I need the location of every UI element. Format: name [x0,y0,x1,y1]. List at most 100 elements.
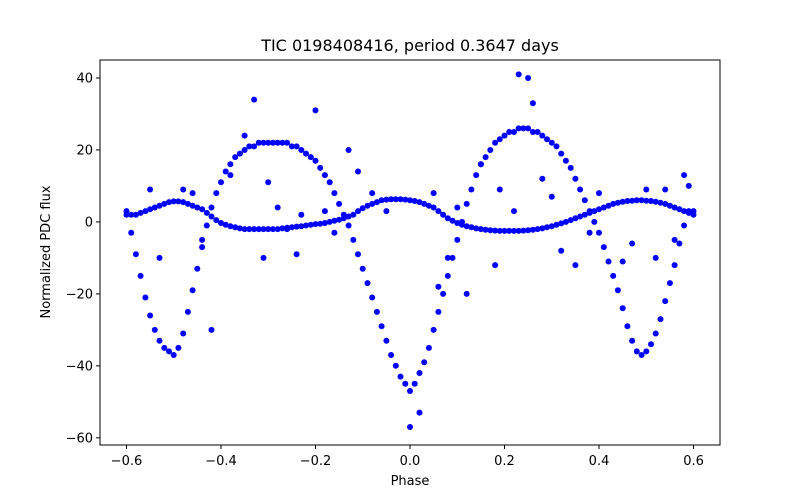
data-point [454,236,461,243]
data-point [435,308,442,315]
data-point [440,290,447,297]
data-point [496,136,503,143]
data-point [430,204,437,211]
data-point [236,150,243,157]
data-point [648,198,654,204]
data-point [184,200,191,207]
data-point [558,247,565,254]
data-point [619,198,626,205]
data-point [605,258,612,265]
data-point [676,240,683,247]
data-point [685,182,692,189]
data-point [194,265,201,272]
data-point [425,344,432,351]
data-point [340,215,347,222]
data-point [156,337,163,344]
data-point [638,197,645,204]
data-point [194,204,201,211]
data-point [596,190,602,197]
data-point [383,196,390,203]
data-point [629,240,636,247]
data-point [388,196,395,203]
data-point [359,265,366,272]
data-point [128,211,135,218]
data-point [567,164,574,171]
data-point [548,193,555,200]
data-point [681,222,688,229]
data-point [662,298,669,305]
data-point [345,213,352,220]
data-point [581,211,588,218]
data-point [402,380,409,387]
data-point [255,226,262,233]
data-point [189,202,196,209]
x-tick-label: 0.2 [494,454,515,469]
data-point [227,161,234,168]
data-point [326,218,333,225]
data-point [218,220,224,226]
series-3 [147,71,692,430]
data-point [577,186,584,193]
data-point [435,283,442,290]
data-point [132,211,139,218]
data-point [265,179,272,186]
data-point [378,197,385,204]
data-point [515,227,522,234]
data-point [525,75,532,81]
data-point [477,161,484,168]
data-point [421,359,428,366]
data-point [279,225,286,232]
data-point [463,290,470,297]
data-point [411,380,418,387]
data-point [303,150,309,157]
data-point [525,227,532,234]
data-point [397,196,404,203]
data-point [373,308,380,315]
data-point [373,199,380,206]
data-point [355,208,361,215]
data-point [241,132,248,139]
data-point [407,424,413,430]
data-point [274,226,281,233]
data-point [355,168,361,175]
data-point [180,186,187,193]
data-point [189,287,196,294]
data-point [577,213,584,220]
data-point [312,107,319,114]
data-point [203,222,210,229]
data-point [553,221,560,228]
x-tick-label: 0.6 [683,454,704,469]
data-point [515,71,522,78]
data-point [208,204,215,211]
data-point [477,226,484,233]
data-point [383,208,390,215]
data-point [482,226,489,233]
data-point [459,221,465,228]
data-point [184,308,191,315]
data-point [293,223,300,230]
data-point [671,204,678,211]
data-point [151,326,158,333]
data-point [378,323,385,330]
x-tick-label: −0.4 [205,454,237,469]
data-point [558,150,565,157]
y-tick-label: 0 [85,215,93,230]
data-point [643,197,650,204]
data-point [444,215,451,222]
data-point [454,204,461,211]
data-point [520,125,527,132]
data-point [180,330,187,337]
data-point [213,190,220,197]
data-point [222,168,229,175]
data-point [270,139,276,146]
data-point [657,199,664,206]
data-point [492,262,499,269]
data-point [123,211,130,218]
data-point [520,227,527,234]
data-point [246,226,253,233]
data-point [567,217,574,224]
data-point [610,200,617,207]
data-point [388,352,395,358]
data-point [407,197,413,204]
data-point [619,258,626,265]
